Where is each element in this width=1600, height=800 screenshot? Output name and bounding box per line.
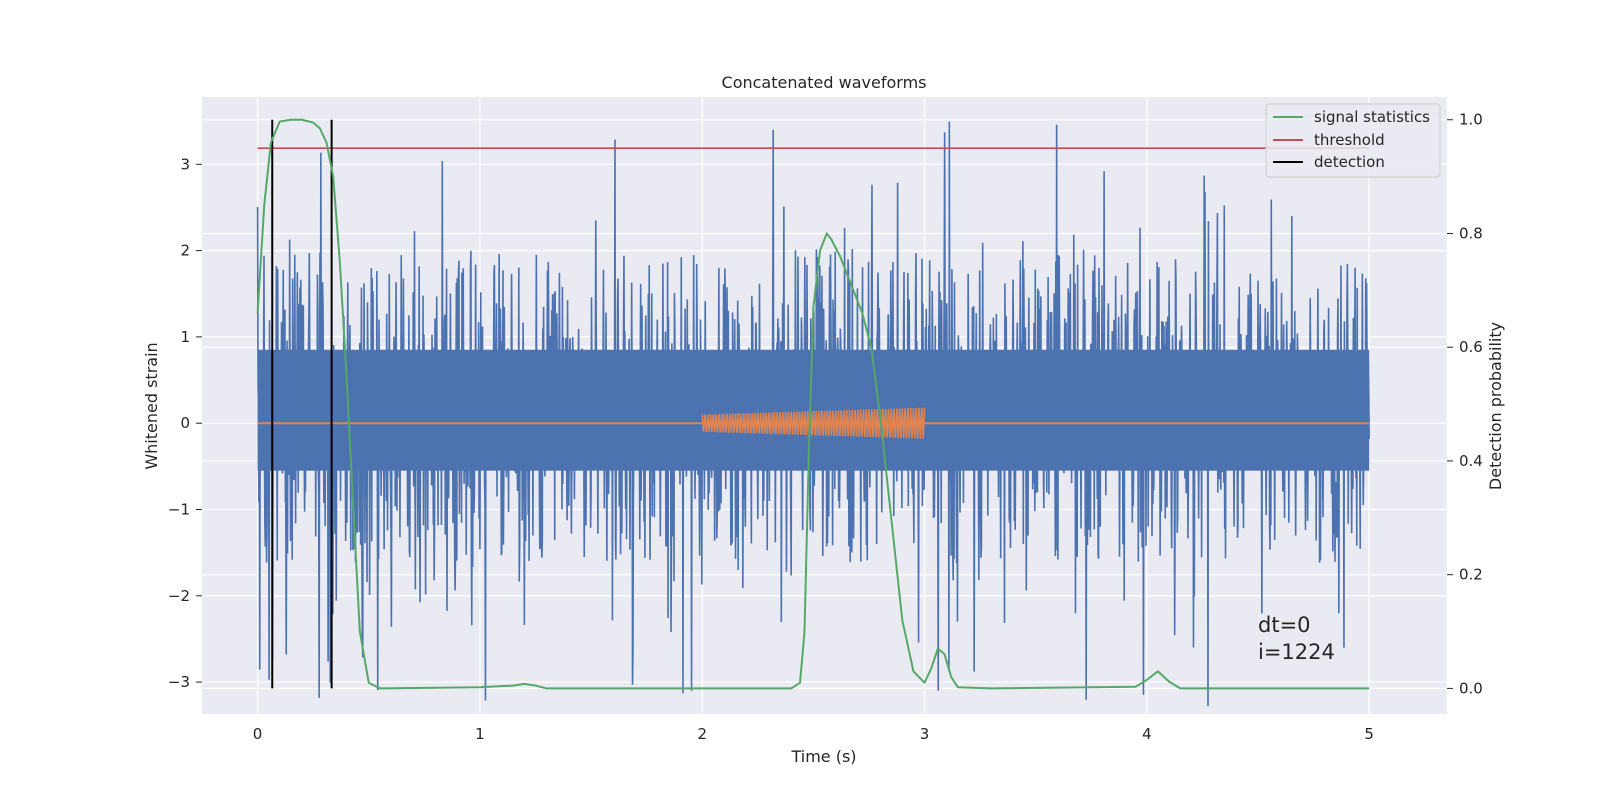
y-tick-label-2: −1 <box>168 500 190 518</box>
annotation-index: i=1224 <box>1258 640 1335 664</box>
y-tick-label-6: 3 <box>180 155 190 173</box>
y2-tick-label-5: 1.0 <box>1459 111 1483 129</box>
y2-axis-title: Detection probability <box>1486 322 1505 490</box>
y-tick-label-1: −2 <box>168 587 190 605</box>
y2-tick-label-0: 0.0 <box>1459 679 1483 697</box>
x-tick-label-0: 0 <box>253 725 263 743</box>
x-tick-label-5: 5 <box>1364 725 1374 743</box>
x-tick-label-1: 1 <box>475 725 485 743</box>
x-tick-label-3: 3 <box>920 725 930 743</box>
y-tick-label-5: 2 <box>180 242 190 260</box>
injection-chirp <box>701 407 926 439</box>
y2-tick-label-4: 0.8 <box>1459 224 1483 242</box>
legend: signal statistics threshold detection <box>1265 103 1441 178</box>
x-tick-label-2: 2 <box>697 725 707 743</box>
x-axis-title: Time (s) <box>790 747 856 766</box>
y-tick-label-0: −3 <box>168 673 190 691</box>
axes: 0 1 2 3 4 5 −3 −2 −1 0 1 2 3 0.0 0.2 0.4 0.6 0.8 1.0 <box>168 111 1483 743</box>
chart-title: Concatenated waveforms <box>722 73 927 92</box>
y-tick-label-4: 1 <box>180 328 190 346</box>
statistics-series <box>256 118 1370 690</box>
x-tick-label-4: 4 <box>1142 725 1152 743</box>
y2-tick-label-2: 0.4 <box>1459 452 1483 470</box>
y2-tick-label-1: 0.2 <box>1459 566 1483 584</box>
injection-series <box>257 407 1370 439</box>
strain-series <box>256 121 1370 707</box>
signal-statistics-line <box>256 118 1370 690</box>
annotation-dt: dt=0 <box>1258 613 1311 637</box>
y2-tick-label-3: 0.6 <box>1459 338 1483 356</box>
strain-core-band <box>257 349 1370 471</box>
annotation: dt=0 i=1224 <box>1258 613 1335 664</box>
y-tick-label-3: 0 <box>180 414 190 432</box>
legend-label-detection: detection <box>1314 153 1385 171</box>
legend-label-signal-statistics: signal statistics <box>1314 108 1430 126</box>
detection-series <box>271 119 333 689</box>
legend-box <box>1265 103 1441 178</box>
legend-label-threshold: threshold <box>1314 131 1385 149</box>
y-axis-title: Whitened strain <box>142 342 161 469</box>
